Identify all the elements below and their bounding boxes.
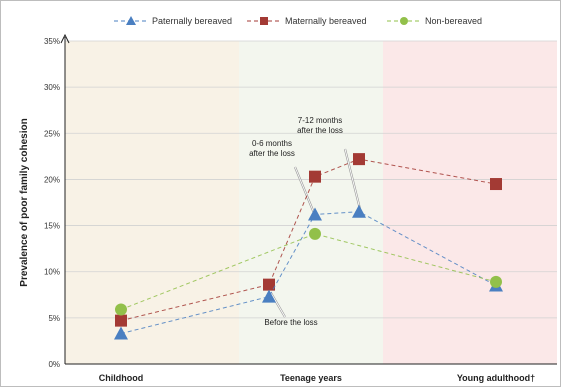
annotation-label: after the loss [249,149,295,158]
data-point [126,16,136,25]
data-point [308,207,322,221]
data-point [353,153,365,166]
data-point [309,170,321,183]
y-tick-label: 5% [48,314,60,323]
annotation-label: 0-6 months [252,139,292,148]
data-point [115,303,127,316]
annotation-pointer-core [270,292,286,318]
legend-label: Paternally bereaved [152,16,232,26]
y-tick-label: 0% [48,360,60,369]
data-point [352,204,366,218]
gridlines: 0% 5% 10% 15% 20% 25% 30% 35% [44,37,557,369]
annotation-label: Before the loss [264,318,317,327]
series-non-bereaved [115,227,502,316]
y-tick-label: 30% [44,83,60,92]
series-maternally-bereaved [115,153,502,327]
y-tick-label: 15% [44,222,60,231]
x-category-label: Childhood [99,373,144,383]
phase-band [239,41,383,364]
phase-backgrounds [65,41,557,364]
series-paternally-bereaved [114,204,503,340]
legend: Paternally bereaved Maternally bereaved No… [114,16,482,26]
data-point [263,278,275,291]
annotation-label: after the loss [297,126,343,135]
axes: Prevalence of poor family cohesion Childh… [19,33,557,383]
phase-band [65,41,239,364]
legend-label: Non-bereaved [425,16,482,26]
data-point [114,326,128,340]
annotation-pointer-core [294,166,315,214]
data-point [490,275,502,288]
y-tick-label: 25% [44,129,60,138]
y-axis-arrow [60,33,70,44]
y-axis-label: Prevalence of poor family cohesion [19,118,30,286]
data-point [260,17,268,25]
data-point [490,178,502,191]
data-point [309,227,321,240]
legend-label: Maternally bereaved [285,16,367,26]
x-category-label: Young adulthood† [457,373,535,383]
data-point [115,314,127,327]
annotation-pointer-core [344,148,361,210]
x-category-label: Teenage years [280,373,342,383]
phase-band [383,41,557,364]
annotation-label: 7-12 months [298,116,342,125]
data-point [262,289,276,303]
y-tick-label: 20% [44,175,60,184]
series [114,153,503,340]
y-tick-label: 10% [44,268,60,277]
data-point [400,17,408,25]
y-tick-label: 35% [44,37,60,46]
